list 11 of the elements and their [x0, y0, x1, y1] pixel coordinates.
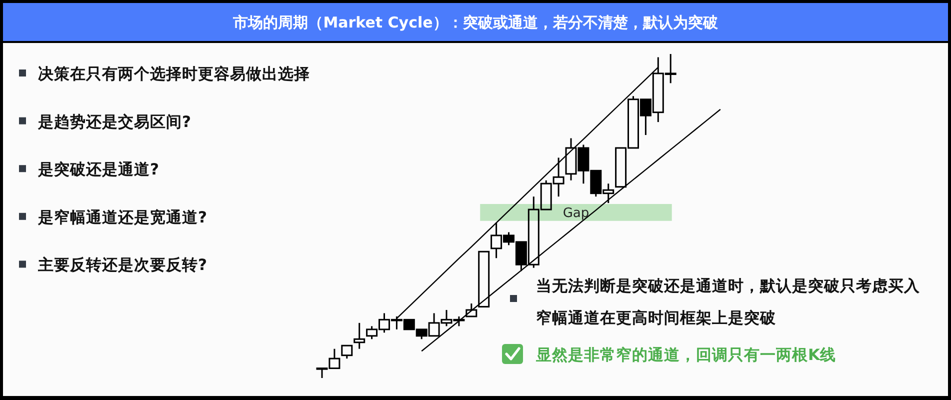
chart-title: 市场的周期（Market Cycle）：突破或通道，若分不清楚，默认为突破: [232, 14, 719, 32]
annotation: 当无法判断是突破还是通道时，默认是突破只考虑买入: [536, 277, 921, 295]
text: 是突破还是通道?: [37, 160, 159, 179]
text: 主要反转还是次要反转?: [37, 255, 207, 274]
text: 决策在只有两个选择时更容易做出选择: [38, 64, 310, 83]
text: 是趋势还是交易区间?: [37, 112, 191, 131]
candlestick: [354, 322, 366, 350]
annotation: 窄幅通道在更高时间框架上是突破: [536, 308, 777, 327]
text: 是窄幅通道还是宽通道?: [37, 207, 207, 226]
annotation: 显然是非常窄的通道，回调只有一两根K线: [535, 346, 836, 364]
band-label: Gap: [562, 206, 590, 221]
